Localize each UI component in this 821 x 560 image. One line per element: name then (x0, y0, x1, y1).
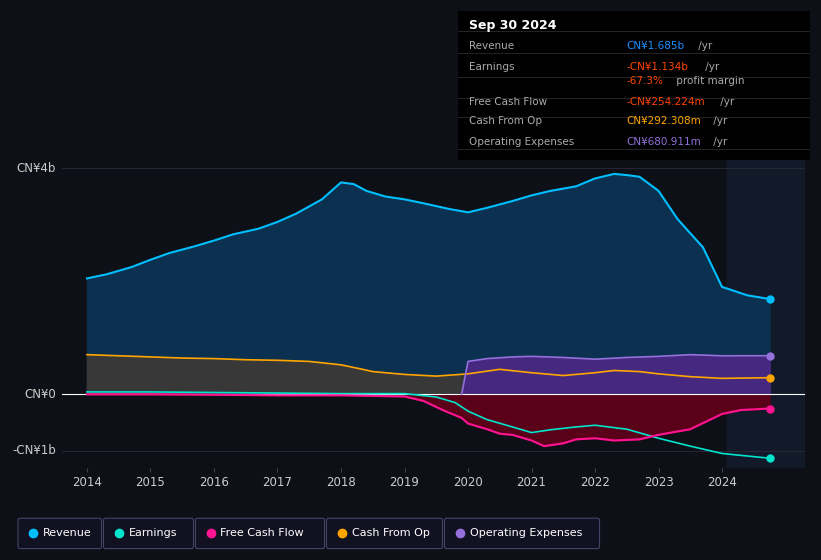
Text: Revenue: Revenue (469, 41, 514, 51)
Text: -CN¥1.134b: -CN¥1.134b (626, 62, 689, 72)
Text: Operating Expenses: Operating Expenses (470, 529, 582, 538)
FancyBboxPatch shape (103, 518, 194, 549)
Text: /yr: /yr (702, 62, 719, 72)
Bar (727, 134, 805, 468)
Text: Free Cash Flow: Free Cash Flow (221, 529, 304, 538)
Text: Earnings: Earnings (129, 529, 177, 538)
Text: Cash From Op: Cash From Op (351, 529, 429, 538)
Text: Cash From Op: Cash From Op (469, 116, 542, 126)
FancyBboxPatch shape (195, 518, 324, 549)
Text: -CN¥254.224m: -CN¥254.224m (626, 97, 705, 108)
FancyBboxPatch shape (327, 518, 443, 549)
Text: /yr: /yr (717, 97, 734, 108)
FancyBboxPatch shape (18, 518, 102, 549)
Text: Free Cash Flow: Free Cash Flow (469, 97, 547, 108)
Text: -CN¥1b: -CN¥1b (12, 444, 56, 457)
Text: /yr: /yr (709, 116, 727, 126)
Text: CN¥680.911m: CN¥680.911m (626, 137, 701, 147)
Text: /yr: /yr (695, 41, 712, 51)
Text: CN¥292.308m: CN¥292.308m (626, 116, 701, 126)
Text: Revenue: Revenue (43, 529, 92, 538)
Text: CN¥4b: CN¥4b (16, 162, 56, 175)
Text: -67.3%: -67.3% (626, 76, 663, 86)
Text: Earnings: Earnings (469, 62, 514, 72)
Text: CN¥1.685b: CN¥1.685b (626, 41, 685, 51)
Text: /yr: /yr (709, 137, 727, 147)
Text: Operating Expenses: Operating Expenses (469, 137, 574, 147)
Text: CN¥0: CN¥0 (24, 388, 56, 401)
Text: Sep 30 2024: Sep 30 2024 (469, 18, 556, 31)
Text: profit margin: profit margin (673, 76, 745, 86)
FancyBboxPatch shape (444, 518, 599, 549)
